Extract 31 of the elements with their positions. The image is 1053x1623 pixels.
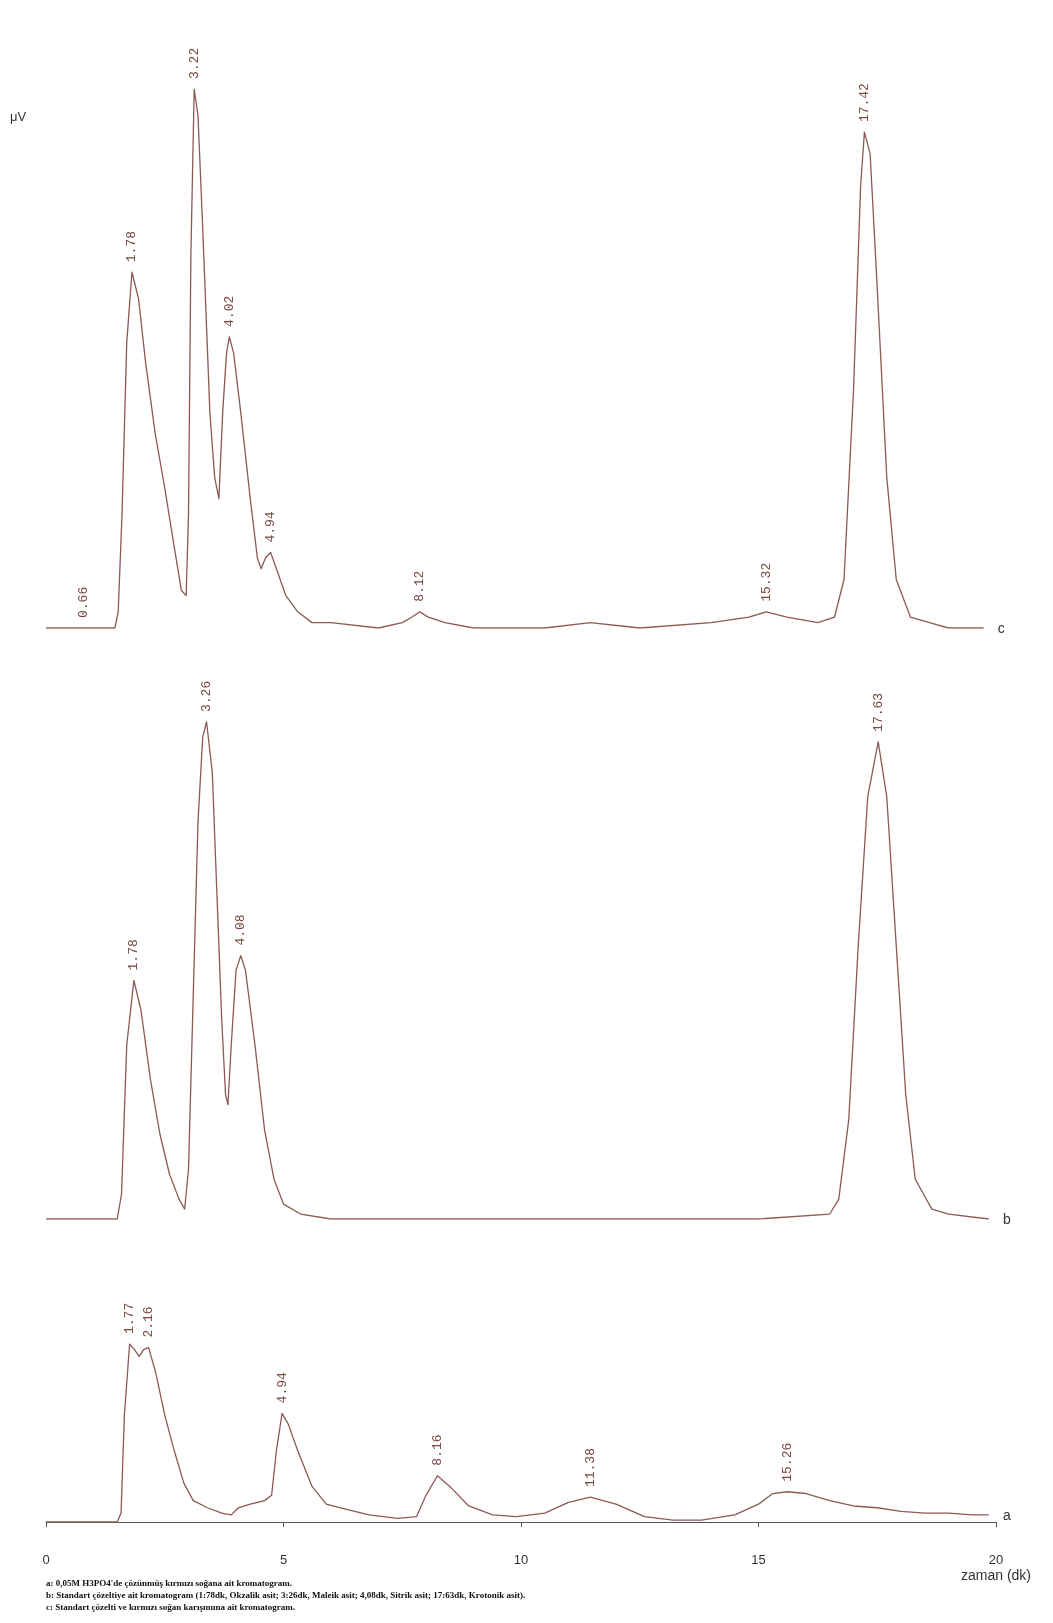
annotation: 8.16 (429, 1434, 445, 1466)
annotation: 8.12 (412, 570, 428, 602)
text: a: 0,05M H3PO4'de çözünmüş kırmızı soğana ait kromatogram. (46, 1577, 293, 1588)
annotation: 17.42 (856, 83, 872, 123)
text: c: Standart çözelti ve kırmızı soğan karışımına ait kromatogram. (46, 1601, 296, 1612)
annotation: 4.94 (274, 1372, 290, 1404)
annotation: 4.02 (221, 295, 237, 327)
x-tick-label: 15 (751, 1552, 766, 1567)
x-tick-label: 5 (279, 1552, 288, 1567)
annotation: 15.26 (779, 1442, 795, 1482)
annotation: 17.63 (870, 692, 886, 732)
x-tick-label: 20 (988, 1552, 1004, 1567)
text: b: Standart çözeltiye ait kromatogram (1:78dk, Okzalik asit; 3:26dk, Maleik asit; 4,08dk, Sitrik asit; 17:63dk, Krotonik asit). (46, 1589, 526, 1600)
annotation: 11.38 (582, 1448, 598, 1488)
annotation: 4.08 (233, 914, 249, 946)
annotation: 1.77 (122, 1302, 138, 1334)
x-axis-title: zaman (dk) (960, 1567, 1032, 1583)
annotation: 1.78 (126, 939, 142, 971)
annotation: 1.78 (124, 231, 140, 263)
annotation: 15.32 (758, 562, 774, 602)
series-label: c (997, 620, 1005, 636)
y-axis-title: μV (10, 109, 27, 124)
annotation: 3.26 (199, 680, 215, 712)
series-label: a (1002, 1506, 1011, 1523)
annotation: 0.66 (75, 586, 91, 618)
annotation: 3.22 (186, 47, 202, 79)
annotation: 4.94 (263, 511, 279, 543)
x-tick-label: 10 (513, 1552, 529, 1567)
series-label: b (1002, 1211, 1011, 1227)
x-tick-label: 0 (42, 1552, 50, 1567)
annotation: 2.16 (141, 1306, 157, 1338)
